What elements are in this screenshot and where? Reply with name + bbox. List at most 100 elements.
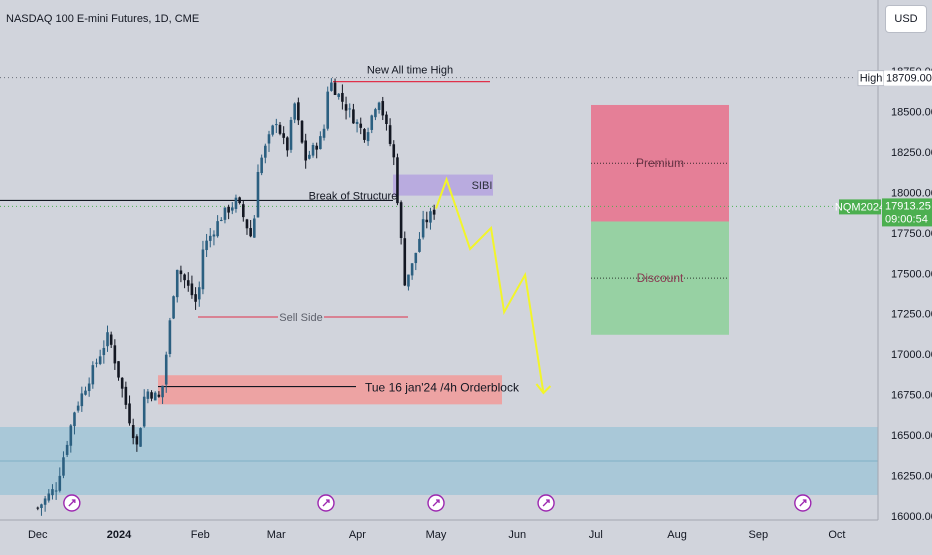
last-price-value: 17913.25	[885, 200, 931, 212]
time-axis[interactable]: Dec 2024 Feb Mar Apr May Jun Jul Aug Sep Oct	[0, 519, 878, 550]
candle-body	[172, 296, 175, 319]
candle-body	[230, 207, 234, 211]
candle-body	[234, 197, 238, 209]
candle-body	[359, 123, 363, 128]
time-tick-label: Oct	[828, 529, 845, 541]
candle-body	[223, 207, 227, 220]
candle-body	[146, 391, 150, 399]
price-tick-label: 17750.00	[891, 228, 932, 240]
last-price-badge	[882, 198, 932, 227]
candle-body	[425, 219, 429, 223]
candle-body	[418, 238, 421, 252]
price-tick-label: 18000.00	[891, 187, 932, 199]
candle-body	[69, 425, 73, 446]
candle-body	[164, 354, 168, 385]
candle-body	[264, 145, 267, 158]
candle-body	[267, 134, 271, 144]
candle-body	[120, 377, 124, 389]
event-marker-glyph	[432, 499, 440, 507]
candle-body	[282, 133, 285, 138]
candle-body	[388, 125, 392, 144]
candle-body	[363, 129, 366, 140]
candle-body	[249, 228, 252, 237]
candle-body	[194, 294, 197, 302]
candle-body	[47, 493, 51, 501]
candle-body	[40, 504, 43, 508]
time-tick-label: 2024	[107, 529, 132, 541]
sell-side-label-bg	[278, 309, 324, 324]
discount-label: Discount	[637, 271, 684, 285]
price-tick-label: 17250.00	[891, 309, 932, 321]
candle-body	[150, 392, 153, 399]
candle-body	[157, 394, 161, 397]
candle-body	[377, 102, 381, 110]
price-tick-label: 18250.00	[891, 147, 932, 159]
candle-body	[271, 125, 274, 135]
candle-body	[308, 154, 311, 159]
candle-body	[370, 115, 374, 130]
price-tick-label: 16750.00	[891, 390, 932, 402]
candle-body	[429, 211, 432, 223]
bar-countdown: 09:00:54	[885, 213, 928, 225]
time-tick-label: Dec	[28, 529, 48, 541]
candle-body	[128, 403, 131, 424]
annotation-labels: New All time High Break of Structure SIB…	[278, 65, 684, 395]
candle-body	[326, 91, 330, 129]
premium-label: Premium	[636, 156, 684, 170]
candle-body	[293, 103, 296, 120]
event-marker-glyph	[542, 499, 550, 507]
candle-body	[51, 489, 54, 496]
candle-body	[322, 128, 326, 138]
time-tick-label: Jun	[508, 529, 526, 541]
candle-body	[201, 249, 205, 290]
candle-body	[109, 334, 113, 345]
candle-body	[73, 412, 76, 427]
time-tick-label: Feb	[191, 529, 210, 541]
candle-body	[238, 197, 241, 204]
candle-body	[208, 235, 212, 241]
candle-body	[432, 209, 436, 215]
price-badges: High 18709.00 NQM2024 17913.25 09:00:54	[835, 70, 932, 227]
candle-body	[135, 436, 139, 445]
sibi-label: SIBI	[472, 180, 493, 192]
ath-label: New All time High	[367, 65, 453, 77]
event-marker-glyph	[322, 499, 330, 507]
price-tick-label: 16500.00	[891, 430, 932, 442]
zones-layer	[0, 104, 878, 495]
candle-body	[278, 124, 282, 134]
sibi-zone	[393, 174, 493, 196]
price-tick-label: 17000.00	[891, 349, 932, 361]
price-tick-label: 16000.00	[891, 511, 932, 523]
candle-body	[260, 157, 263, 174]
projection-layer	[435, 176, 552, 395]
candle-body	[348, 108, 352, 110]
candle-body	[300, 120, 304, 143]
candle-body	[396, 157, 399, 204]
candle-body	[297, 102, 300, 121]
candle-body	[286, 137, 289, 151]
candle-body	[183, 274, 186, 281]
candle-body	[227, 206, 230, 213]
candle-body	[36, 507, 40, 509]
candle-body	[205, 240, 208, 251]
candle-body	[256, 171, 260, 218]
currency-button[interactable]: USD	[885, 5, 927, 33]
event-marker-glyph	[799, 499, 807, 507]
candle-body	[87, 383, 91, 392]
event-markers	[63, 494, 812, 512]
candle-body	[212, 234, 216, 237]
candle-body	[341, 92, 344, 102]
candle-body	[139, 428, 142, 447]
candle-body	[333, 82, 337, 95]
candle-body	[407, 274, 410, 287]
candle-body	[186, 280, 190, 286]
candle-body	[117, 361, 120, 378]
sell-side-label: Sell Side	[279, 312, 322, 324]
candle-body	[65, 444, 69, 455]
high-tag-label: High	[860, 73, 883, 85]
candle-body	[161, 385, 164, 398]
candle-body	[381, 101, 385, 116]
candle-body	[275, 124, 278, 126]
